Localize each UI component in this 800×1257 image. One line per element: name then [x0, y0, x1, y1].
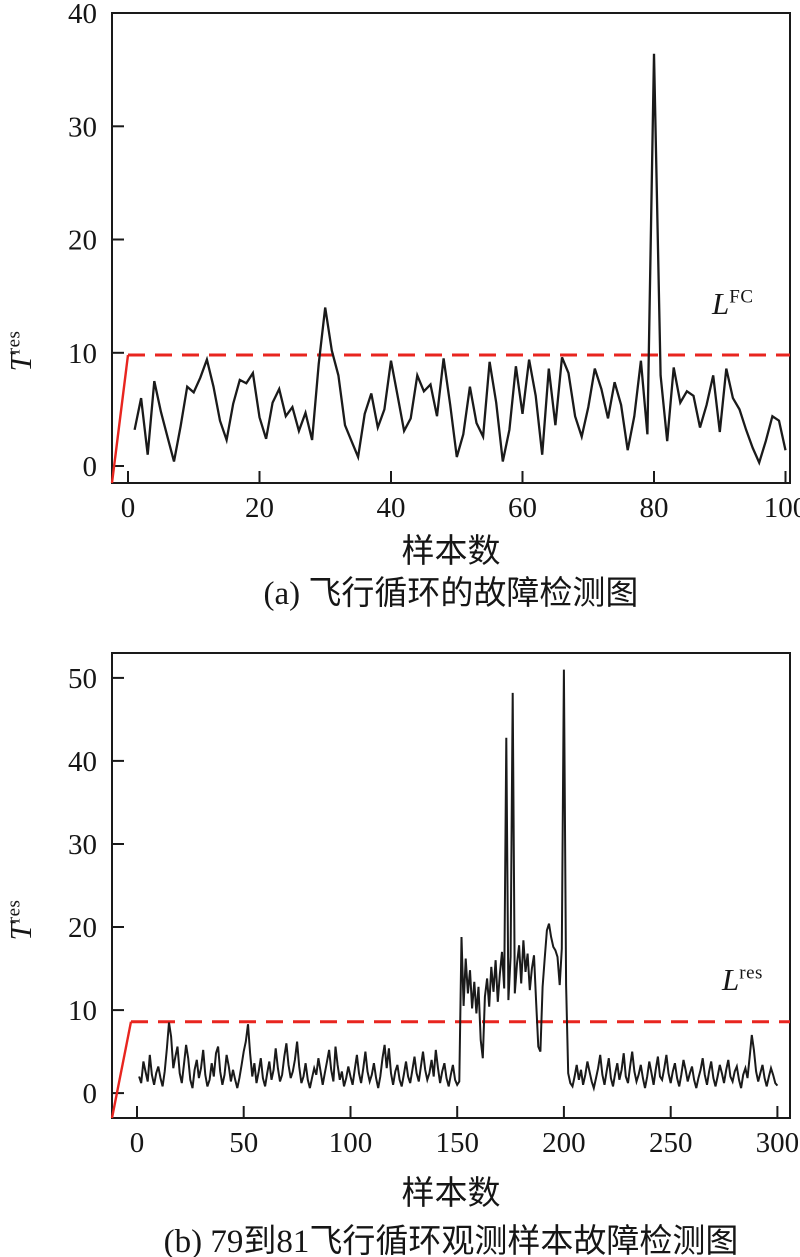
y-tick-label: 10 — [68, 338, 97, 370]
threshold-ramp-line — [110, 354, 130, 484]
y-tick-label: 0 — [83, 451, 98, 483]
chart-b-caption: (b) 79到81飞行循环观测样本故障检测图 — [163, 1224, 739, 1257]
x-tick-label: 300 — [756, 1127, 800, 1159]
x-tick-label: 0 — [121, 492, 136, 520]
y-tick-label: 0 — [83, 1078, 98, 1110]
series-line-a — [133, 53, 787, 466]
chart-a-xlabel: 样本数 — [401, 534, 501, 570]
x-tick-label: 200 — [542, 1127, 586, 1159]
y-tick-label: 10 — [68, 995, 97, 1027]
chart-a-threshold-label-sup: FC — [729, 286, 754, 308]
chart-b-threshold-label-sup: res — [739, 962, 763, 984]
y-tick-label: 40 — [68, 746, 97, 778]
series-line-b — [138, 669, 779, 1092]
chart-a-threshold-label: LFC — [712, 286, 754, 322]
x-tick-label: 60 — [508, 492, 537, 520]
x-tick-label: 50 — [229, 1127, 258, 1159]
y-tick-label: 20 — [68, 912, 97, 944]
chart-a-plot: 0 10 20 30 40 0 20 40 60 80 100 — [68, 0, 800, 520]
plot-box — [111, 12, 791, 484]
x-tick-label: 100 — [329, 1127, 373, 1159]
x-tick-label: 80 — [640, 492, 669, 520]
y-tick-label: 30 — [68, 111, 97, 143]
x-tick-label: 250 — [649, 1127, 693, 1159]
plot-box — [111, 652, 791, 1119]
chart-b-ylabel-base: T — [3, 923, 38, 941]
chart-a-threshold-label-base: L — [712, 286, 730, 321]
x-tick-label: 100 — [764, 492, 800, 520]
chart-b-ylabel: Tres — [3, 860, 45, 980]
chart-a-ylabel-base: T — [3, 354, 38, 372]
chart-b-threshold-label-base: L — [722, 962, 740, 997]
threshold-ramp-line — [110, 1021, 133, 1119]
chart-b-threshold-label: Lres — [722, 962, 763, 998]
chart-b-xlabel: 样本数 — [401, 1176, 501, 1212]
x-tick-label: 0 — [130, 1127, 145, 1159]
y-tick-label: 30 — [68, 829, 97, 861]
chart-a-ylabel-sup: res — [3, 330, 25, 355]
y-tick-label: 50 — [68, 663, 97, 695]
x-tick-label: 20 — [245, 492, 274, 520]
chart-a-ylabel: Tres — [3, 291, 45, 411]
x-tick-label: 40 — [377, 492, 406, 520]
y-tick-label: 40 — [68, 0, 97, 30]
y-tick-label: 20 — [68, 225, 97, 257]
chart-b-plot: 0 10 20 30 40 50 0 50 100 150 200 250 300 — [68, 652, 800, 1159]
chart-a-caption: (a) 飞行循环的故障检测图 — [263, 576, 639, 612]
chart-b-ylabel-sup: res — [3, 899, 25, 924]
x-tick-label: 150 — [435, 1127, 479, 1159]
